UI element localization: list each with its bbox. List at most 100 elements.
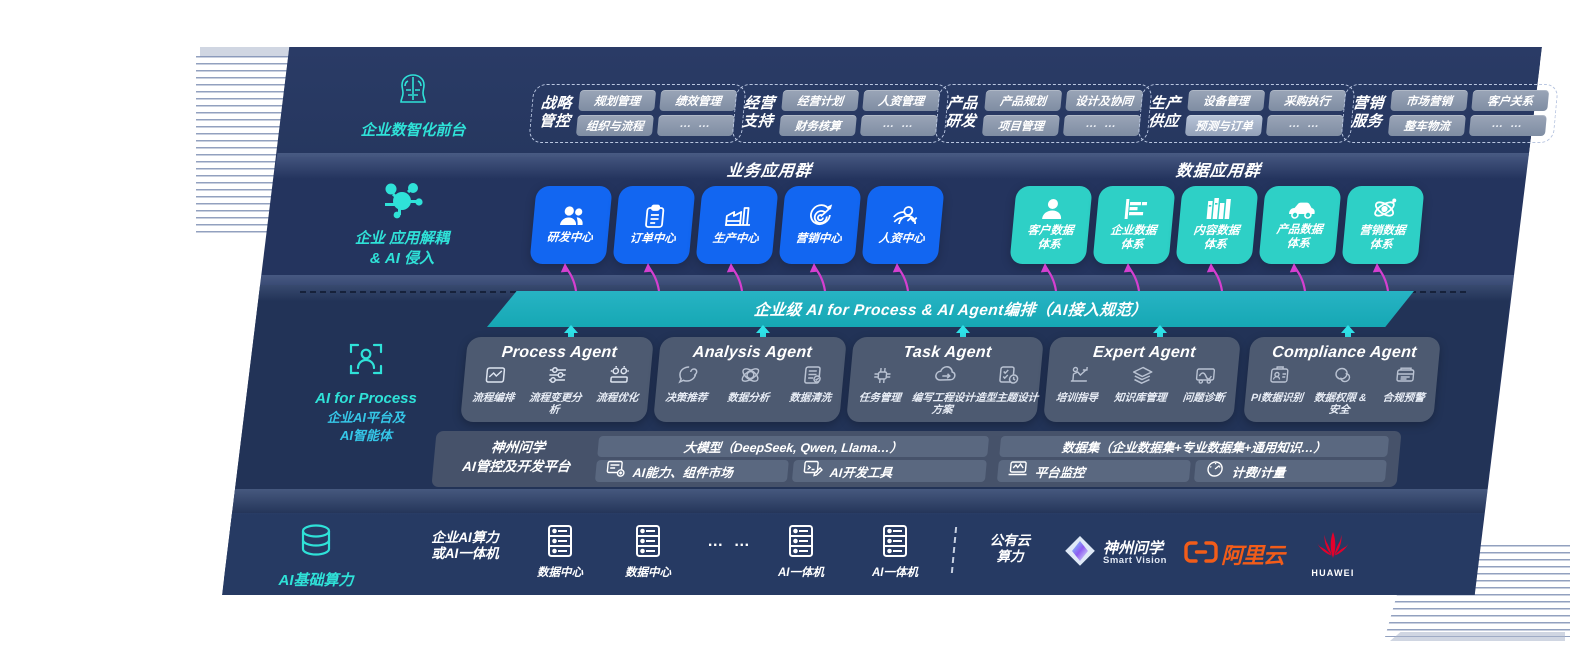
domain-pill[interactable]: 市场营销 [1390,90,1469,111]
app-card-enterprise-data[interactable]: 企业数据 体系 [1092,186,1176,264]
agent-capability[interactable]: 合规预警 [1370,365,1438,416]
sliders-icon [545,365,569,390]
domain-pill[interactable]: 绩效管理 [659,90,738,111]
agent-name: Expert Agent [1092,344,1197,361]
agent-capability[interactable]: 数据权限 & 安全 [1307,365,1375,416]
agent-capability[interactable]: PI数据识别 [1244,365,1312,416]
domain-group-strategy[interactable]: 战略 管控 规划管理 绩效管理 组织与流程 … … [528,84,747,143]
rail-ai-for-process: AI for Process 企业AI平台及 AI智能体 [276,336,456,444]
agent-capability[interactable]: 决策推荐 [655,365,721,404]
agent-card-compliance[interactable]: Compliance Agent PI数据识别 数据权限 & 安全 合规预警 [1243,337,1441,422]
domain-pill[interactable]: 设备管理 [1187,90,1266,111]
agent-card-analysis[interactable]: Analysis Agent 决策推荐 数据分析 数据清洗 [653,337,847,422]
agent-name: Analysis Agent [692,344,813,361]
logo-aliyun[interactable]: 阿里云 [1184,538,1285,570]
platform-cell-devtools[interactable]: AI开发工具 [791,460,987,482]
band-edge-1 [273,153,1531,179]
domain-pill[interactable]: 客户关系 [1471,90,1550,111]
domain-pill[interactable]: 采购执行 [1268,90,1347,111]
platform-llm-label: 大模型（DeepSeek, Qwen, Llama…） [682,441,904,455]
platform-cell-monitor[interactable]: 平台监控 [996,460,1191,482]
agent-capability[interactable]: 编写工程设计方案 [910,365,978,416]
app-card-label: 研发中心 [546,232,594,245]
car-icon [1286,198,1317,220]
rail-front-office: 企业数智化前台 [323,68,503,141]
domain-pill[interactable]: 组织与流程 [575,115,654,136]
domain-pill[interactable]: 预测与订单 [1184,115,1263,136]
agent-card-process[interactable]: Process Agent 流程编排 流程变更分析 流程优化 [460,337,654,422]
server-icon [544,524,576,563]
infra-item-datacenter-1[interactable]: 数据中心 [527,524,593,580]
app-card-marketing-center[interactable]: 营销中心 [778,186,862,264]
platform-cell-market[interactable]: AI能力、组件市场 [594,460,789,482]
agent-name: Task Agent [902,344,993,361]
domain-pill[interactable]: 整车物流 [1387,115,1466,136]
domain-pill-more[interactable]: … … [656,115,735,136]
domain-group-rnd[interactable]: 产品 研发 产品规划 设计及协同 项目管理 … … [934,84,1153,143]
platform-llm-row[interactable]: 大模型（DeepSeek, Qwen, Llama…） [597,436,990,457]
domain-pill[interactable]: 设计及协同 [1065,90,1144,111]
agent-capability-label: PI数据识别 [1250,392,1304,404]
logo-smart-vision[interactable]: 神州问学 Smart Vision [1063,534,1167,573]
infra-item-datacenter-2[interactable]: 数据中心 [615,524,681,580]
domain-pill[interactable]: 规划管理 [578,90,657,111]
domain-group-marketing[interactable]: 营销 服务 市场营销 客户关系 整车物流 … … [1340,84,1559,143]
app-card-production-center[interactable]: 生产中心 [695,186,779,264]
agent-capability[interactable]: 流程优化 [585,365,652,416]
app-card-hr-center[interactable]: 人资中心 [861,186,945,264]
app-card-label: 内容数据 体系 [1192,225,1240,251]
agent-capability[interactable]: 流程编排 [461,365,528,416]
agent-capability[interactable]: 流程变更分析 [523,365,590,416]
domain-name: 战略 管控 [538,95,573,130]
server-icon [879,524,911,563]
app-card-rnd-center[interactable]: 研发中心 [529,186,613,264]
domain-group-operations[interactable]: 经营 支持 经营计划 人资管理 财务核算 … … [731,84,950,143]
domain-pill[interactable]: 财务核算 [778,115,857,136]
server-icon [632,524,664,563]
platform-dataset-row[interactable]: 数据集（企业数据集+专业数据集+通用知识…） [999,436,1390,457]
domain-pill[interactable]: 人资管理 [862,90,941,111]
app-card-product-data[interactable]: 产品数据 体系 [1258,186,1342,264]
app-card-order-center[interactable]: 订单中心 [612,186,696,264]
domain-pill-more[interactable]: … … [1468,115,1547,136]
agent-capability-label: 培训指导 [1055,392,1099,404]
app-card-marketing-data[interactable]: 营销数据 体系 [1341,186,1425,264]
band-infrastructure [222,513,1484,595]
platform-dataset-label: 数据集（企业数据集+专业数据集+通用知识…） [1061,441,1327,455]
domain-group-supply[interactable]: 生产 供应 设备管理 采购执行 预测与订单 … … [1137,84,1356,143]
app-card-label: 生产中心 [712,232,760,245]
agent-card-expert[interactable]: Expert Agent 培训指导 知识库管理 问题诊断 [1043,337,1241,422]
agent-capability[interactable]: 数据分析 [717,365,783,404]
domain-pill[interactable]: 经营计划 [781,90,860,111]
logo-huawei[interactable]: HUAWEI [1310,530,1356,578]
layers-icon [1130,365,1154,390]
agent-capability[interactable]: 数据清洗 [779,365,845,404]
agent-capability[interactable]: 知识库管理 [1108,365,1175,404]
band-edge-3 [231,489,1488,515]
person-scan-icon [276,336,456,382]
infra-item-enterprise-ai: 企业AI算力 或AI一体机 [405,530,525,563]
platform-cell-billing[interactable]: 计费/计量 [1193,460,1387,482]
app-card-customer-data[interactable]: 客户数据 体系 [1009,186,1093,264]
agent-capability[interactable]: 培训指导 [1045,365,1112,404]
rail-title: 企业数智化前台 [360,122,466,139]
app-card-content-data[interactable]: 内容数据 体系 [1175,186,1259,264]
infra-label: … … [707,533,753,550]
infra-item-ai-appliance-1[interactable]: AI一体机 [768,524,834,580]
domain-pill[interactable]: 产品规划 [984,90,1063,111]
domain-pill[interactable]: 项目管理 [981,115,1060,136]
domain-pill-more[interactable]: … … [1265,115,1344,136]
smartvision-diamond-icon [1063,534,1097,573]
logo-name: HUAWEI [1311,568,1355,578]
network-node-icon [870,365,894,390]
agent-card-task[interactable]: Task Agent 任务管理 编写工程设计方案 造型主题设计 [846,337,1044,422]
bars-icon [1205,197,1232,221]
agent-capability[interactable]: 任务管理 [847,365,915,416]
agent-name: Compliance Agent [1271,344,1418,361]
domain-pill-more[interactable]: … … [859,115,938,136]
agent-capability-label: 决策推荐 [664,392,708,404]
domain-pill-more[interactable]: … … [1062,115,1141,136]
agent-capability[interactable]: 造型主题设计 [973,365,1041,416]
infra-item-ai-appliance-2[interactable]: AI一体机 [862,524,928,580]
agent-capability[interactable]: 问题诊断 [1171,365,1238,404]
